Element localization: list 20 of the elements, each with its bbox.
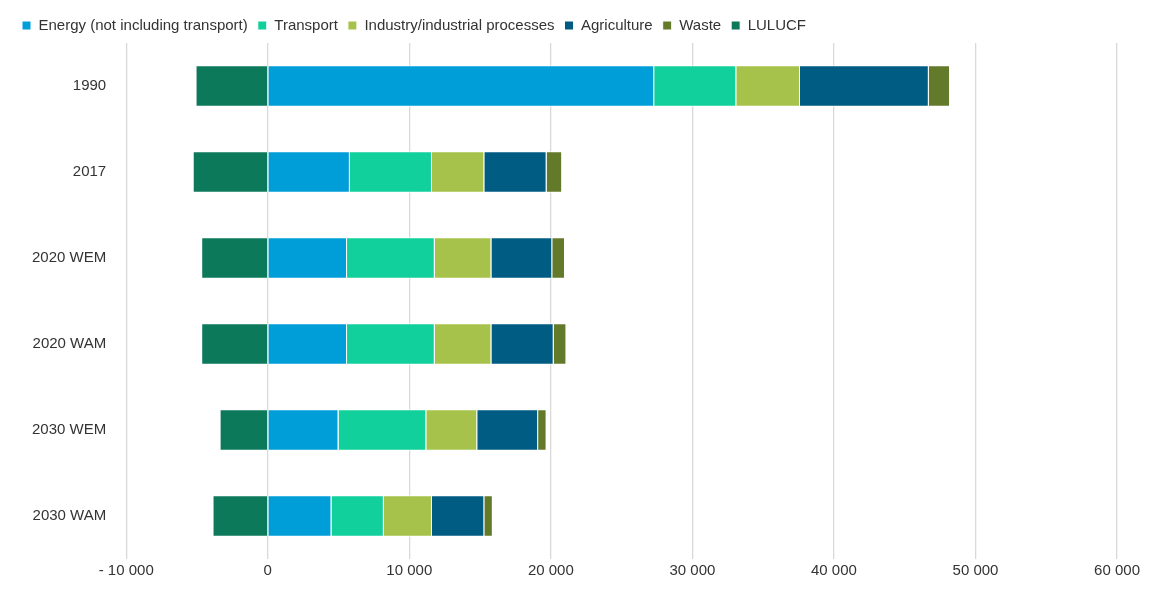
- legend-label: LULUCF: [747, 15, 806, 33]
- legend-label: Waste: [679, 15, 722, 33]
- x-tick-label: 0: [263, 561, 272, 579]
- y-tick-label: 2030 WEM: [31, 420, 107, 438]
- x-tick-label: 30 000: [669, 561, 716, 579]
- legend-label: Agriculture: [580, 15, 653, 33]
- legend-label: Energy (not including transport): [38, 15, 248, 33]
- legend-label: Industry/industrial processes: [364, 15, 555, 33]
- x-tick-label: 60 000: [1094, 561, 1141, 579]
- x-tick-label: 10 000: [386, 561, 433, 579]
- y-tick-label: 2030 WAM: [32, 506, 107, 524]
- y-tick-label: 2020 WAM: [32, 334, 107, 352]
- x-tick-label: 50 000: [952, 561, 999, 579]
- x-tick-label: - 10 000: [98, 561, 154, 579]
- y-tick-label: 2020 WEM: [31, 248, 107, 266]
- y-tick-label: 1990: [72, 76, 107, 94]
- x-tick-label: 40 000: [811, 561, 857, 579]
- x-tick-label: 20 000: [527, 561, 574, 579]
- y-tick-label: 2017: [72, 162, 107, 180]
- legend-label: Transport: [274, 15, 339, 33]
